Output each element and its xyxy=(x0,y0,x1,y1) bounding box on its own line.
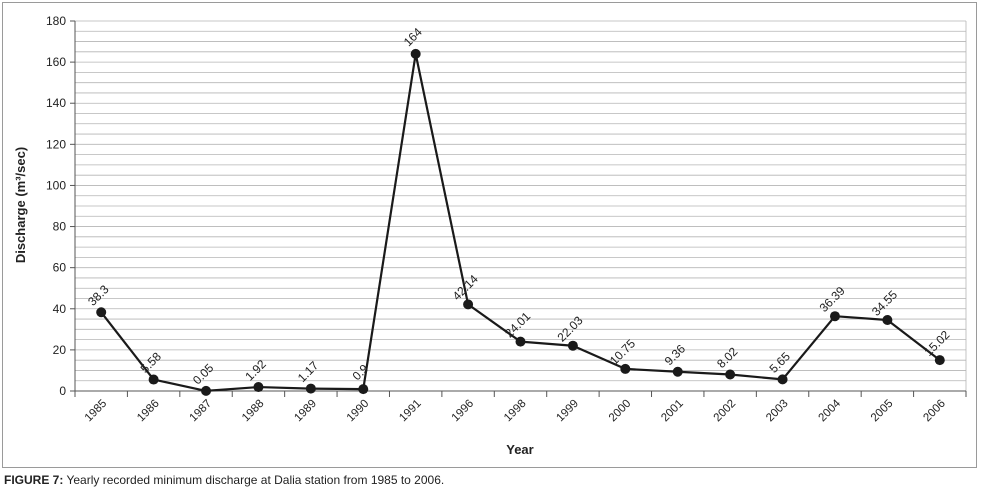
data-label: 1.92 xyxy=(242,357,269,384)
y-tick-label: 120 xyxy=(46,137,66,151)
x-tick-label: 1986 xyxy=(135,398,162,425)
data-point xyxy=(463,299,474,310)
data-label: 5.58 xyxy=(138,349,165,376)
data-point xyxy=(829,311,840,322)
data-point xyxy=(253,382,264,393)
figure-caption: FIGURE 7: Yearly recorded minimum discha… xyxy=(4,473,444,487)
data-label: 8.02 xyxy=(714,344,741,371)
y-tick-label: 100 xyxy=(46,178,66,192)
x-tick-label: 2002 xyxy=(712,398,739,425)
y-tick-label: 80 xyxy=(53,220,67,234)
data-label: 15.02 xyxy=(921,328,952,359)
series-line-group xyxy=(96,48,945,396)
data-point xyxy=(934,355,945,366)
data-label: 34.55 xyxy=(869,287,900,318)
x-tick-label: 2005 xyxy=(869,398,896,425)
x-tick-label: 1990 xyxy=(345,398,372,425)
data-point xyxy=(148,374,159,385)
caption-text: Yearly recorded minimum discharge at Dal… xyxy=(63,473,445,487)
x-tick-label: 1987 xyxy=(188,398,215,425)
figure-frame xyxy=(2,2,977,468)
x-tick-label: 1999 xyxy=(554,398,581,425)
x-tick-label: 1985 xyxy=(83,398,110,425)
data-point xyxy=(567,340,578,351)
data-point xyxy=(201,385,212,396)
x-tick-label: 2000 xyxy=(607,398,634,425)
x-tick-label: 1991 xyxy=(397,398,424,425)
x-tick-label: 2004 xyxy=(817,397,844,424)
line-chart: 0 20 40 60 80 100 120 140 160 180 1985 1986 1987 1988… xyxy=(13,14,967,457)
data-point xyxy=(305,383,316,394)
x-tick-label: 2003 xyxy=(764,398,791,425)
y-tick-label: 0 xyxy=(59,384,66,398)
data-label: 9.36 xyxy=(662,341,689,368)
data-point xyxy=(777,374,788,385)
y-tick-label: 20 xyxy=(53,343,67,357)
data-label: 24.01 xyxy=(502,309,533,340)
y-tick-label: 140 xyxy=(46,96,66,110)
x-tick-label: 1996 xyxy=(450,398,477,425)
axes: 0 20 40 60 80 100 120 140 160 180 1985 1986 1987 1988… xyxy=(46,14,967,425)
x-tick-label: 1998 xyxy=(502,398,529,425)
x-tick-label: 2006 xyxy=(921,398,948,425)
data-point xyxy=(882,314,893,325)
y-tick-label: 60 xyxy=(53,261,67,275)
data-point xyxy=(620,363,631,374)
data-label: 0.05 xyxy=(190,361,217,388)
x-tick-label: 1988 xyxy=(240,398,267,425)
data-point xyxy=(672,366,683,377)
data-label: 38.3 xyxy=(85,282,112,309)
x-tick-label: 1989 xyxy=(292,398,319,425)
y-tick-label: 40 xyxy=(53,302,67,316)
data-point xyxy=(410,48,421,59)
data-label: 10.75 xyxy=(607,336,638,367)
y-tick-label: 180 xyxy=(46,14,66,28)
data-point xyxy=(358,384,369,395)
caption-label: FIGURE 7: xyxy=(4,473,64,487)
data-point xyxy=(96,307,107,318)
x-axis-label: Year xyxy=(506,442,533,457)
data-point xyxy=(725,369,736,380)
x-tick-label: 2001 xyxy=(659,398,686,425)
grid xyxy=(75,20,967,391)
data-label: 0.9 xyxy=(350,361,372,383)
data-label: 164 xyxy=(401,25,425,49)
y-axis-label: Discharge (m³/sec) xyxy=(13,147,28,263)
data-point xyxy=(515,336,526,347)
y-tick-label: 160 xyxy=(46,55,66,69)
